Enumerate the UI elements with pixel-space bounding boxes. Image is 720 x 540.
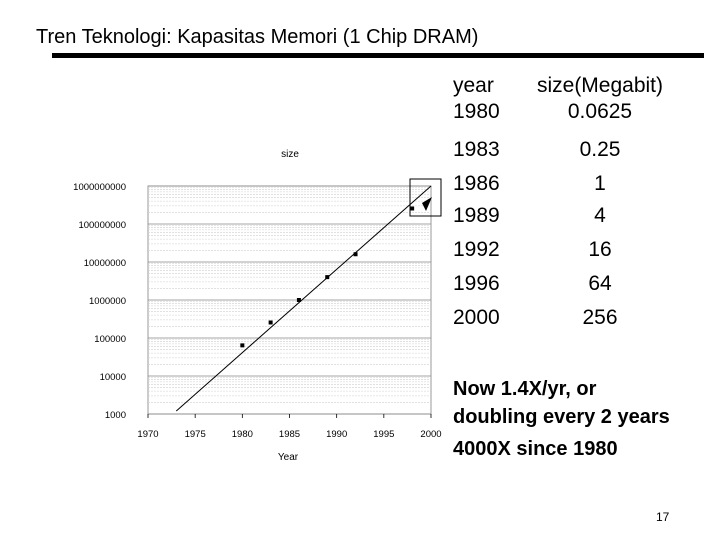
highlight-arrow-icon — [422, 197, 432, 211]
y-tick-label: 1000000000 — [73, 182, 126, 193]
table-cell-year: 1992 — [453, 238, 500, 261]
note-since-1980: 4000X since 1980 — [453, 438, 618, 460]
table-year-column: year 1980 1983 1986 1989 1992 1996 2000 — [453, 74, 523, 334]
note-doubling: doubling every 2 years — [453, 406, 670, 428]
table-cell-size: 0.25 — [579, 138, 621, 161]
y-tick-label: 10000 — [100, 372, 126, 383]
y-tick-labels: 1000 10000 100000 1000000 10000000 100000000 1… — [73, 182, 126, 421]
table-cell-year: 1989 — [453, 204, 500, 227]
table-cell-size: 16 — [588, 238, 612, 261]
highlight-box — [409, 178, 442, 217]
table-cell-size: 0.0625 — [567, 100, 633, 123]
table-cell-year: 1980 — [453, 100, 500, 123]
data-points — [240, 206, 415, 348]
table-size-column: size(Megabit) 0.0625 0.25 1 4 16 64 256 — [530, 74, 670, 334]
x-tick-label: 2000 — [420, 429, 441, 440]
memory-capacity-chart: 1000 10000 100000 1000000 10000000 100000000 1… — [73, 149, 442, 463]
x-tick-label: 1985 — [279, 429, 300, 440]
data-point — [296, 298, 301, 302]
table-header-year: year — [453, 74, 494, 97]
table-cell-year: 1983 — [453, 138, 500, 161]
note-growth-rate: Now 1.4X/yr, or — [453, 378, 597, 400]
x-axis-label: Year — [278, 452, 299, 463]
table-cell-size: 4 — [594, 204, 606, 227]
data-point — [325, 275, 330, 280]
table-cell-year: 2000 — [453, 306, 500, 329]
table-cell-size: 1 — [594, 172, 606, 195]
table-cell-year: 1996 — [453, 272, 500, 295]
data-point — [353, 252, 358, 257]
y-tick-label: 100000 — [94, 334, 126, 345]
data-point — [410, 206, 415, 211]
x-tick-label: 1980 — [232, 429, 253, 440]
x-tick-label: 1995 — [373, 429, 394, 440]
table-cell-size: 256 — [582, 306, 618, 329]
trend-line — [175, 185, 432, 412]
y-tick-label: 1000 — [105, 410, 126, 421]
x-tick-labels: 1970 1975 1980 1985 1990 1995 2000 — [137, 414, 442, 440]
y-tick-label: 1000000 — [89, 296, 126, 307]
data-point — [268, 320, 273, 325]
data-point — [240, 343, 245, 348]
chart-title: size — [281, 149, 299, 160]
x-tick-label: 1970 — [137, 429, 158, 440]
slide-title: Tren Teknologi: Kapasitas Memori (1 Chip… — [36, 26, 479, 48]
y-tick-label: 100000000 — [78, 220, 126, 231]
y-tick-label: 10000000 — [84, 258, 126, 269]
title-underline — [52, 53, 704, 58]
table-header-size: size(Megabit) — [536, 74, 664, 97]
table-cell-size: 64 — [588, 272, 612, 295]
table-cell-year: 1986 — [453, 172, 500, 195]
x-tick-label: 1975 — [185, 429, 206, 440]
page-number: 17 — [656, 510, 670, 524]
x-tick-label: 1990 — [326, 429, 347, 440]
